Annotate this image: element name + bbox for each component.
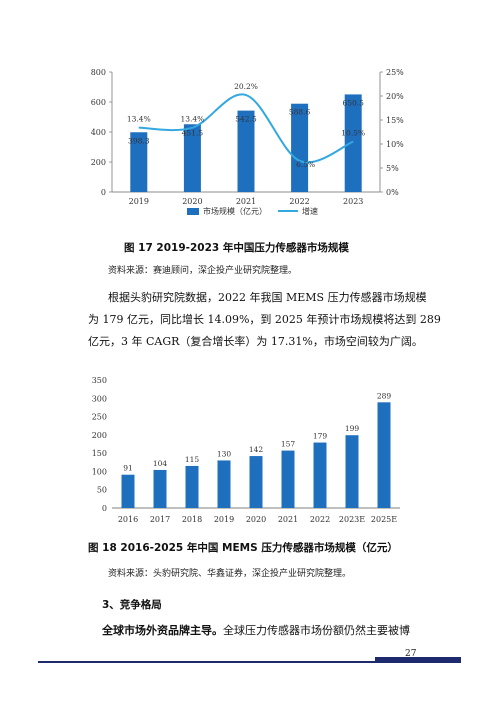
y-tick-label: 0 <box>101 188 106 197</box>
x-tick-label: 2023 <box>343 197 363 206</box>
bar <box>345 435 359 508</box>
x-tick-label: 2022 <box>310 515 330 524</box>
x-tick-label: 2018 <box>182 515 202 524</box>
bar <box>185 465 199 508</box>
x-tick-label: 2022 <box>289 197 309 206</box>
chart-mems-market-size-2016-2025: 0 50 100 150 200 250 300 350 91 2016 104 2017 115 201… <box>92 376 400 524</box>
bar-data-label: 650.5 <box>342 98 364 107</box>
x-tick-label: 2025E <box>371 515 397 524</box>
y-tick-label: 800 <box>91 68 106 77</box>
x-tick-label: 2021 <box>278 515 298 524</box>
y-tick-label: 600 <box>91 98 106 107</box>
x-tick-label: 2016 <box>118 515 138 524</box>
bar-data-label: 142 <box>249 445 264 454</box>
bar-data-label: 199 <box>345 424 360 433</box>
y-tick-label: 100 <box>92 467 107 476</box>
y2-tick-label: 5% <box>386 164 399 173</box>
legend-swatch-bar <box>187 208 199 215</box>
section-rest-text: 全球压力传感器市场份额仍然主要被博 <box>223 624 410 637</box>
bar-data-label: 289 <box>377 391 392 400</box>
y2-tick-label: 20% <box>386 92 404 101</box>
growth-data-label: 6.5% <box>296 160 315 169</box>
y2-tick-label: 15% <box>386 116 404 125</box>
growth-data-label: 10.5% <box>341 129 365 138</box>
body-paragraph: 根据头豹研究院数据，2022 年我国 MEMS 压力传感器市场规模 为 179 … <box>88 287 441 353</box>
bar <box>237 110 255 192</box>
bar-data-label: 398.3 <box>128 136 150 145</box>
figure18-caption: 图 18 2016-2025 年中国 MEMS 压力传感器市场规模（亿元） <box>88 542 398 554</box>
x-tick-label: 2020 <box>182 197 202 206</box>
y-tick-label: 150 <box>92 449 107 458</box>
bar-data-label: 91 <box>123 464 133 473</box>
y-tick-label: 200 <box>92 431 107 440</box>
bar <box>130 132 148 192</box>
bar-data-label: 130 <box>217 449 232 458</box>
bar <box>281 450 295 508</box>
footer-rule <box>38 661 461 663</box>
bar-data-label: 542.5 <box>235 115 257 124</box>
growth-data-label: 13.4% <box>180 115 204 124</box>
y-tick-label: 250 <box>92 413 107 422</box>
bar <box>183 124 201 192</box>
bar-data-label: 451.5 <box>182 128 204 137</box>
y2-tick-label: 25% <box>386 68 404 77</box>
growth-data-label: 20.2% <box>234 82 258 91</box>
y2-tick-label: 0% <box>386 188 399 197</box>
y-tick-label: 0 <box>102 504 107 513</box>
x-tick-label: 2017 <box>150 515 170 524</box>
y-tick-label: 400 <box>91 128 106 137</box>
footer-tab <box>375 657 461 662</box>
bar <box>249 456 263 508</box>
bar <box>291 103 309 192</box>
bar <box>344 94 362 192</box>
bar <box>217 460 231 508</box>
growth-line <box>138 93 354 164</box>
bar <box>153 469 167 508</box>
paragraph-line-2: 为 179 亿元，同比增长 14.09%，到 2025 年预计市场规模将达到 2… <box>88 313 441 326</box>
x-tick-label: 2019 <box>214 515 234 524</box>
bar <box>377 402 391 508</box>
figure18-source: 资料来源：头豹研究院、华鑫证券，深企投产业研究院整理。 <box>108 569 352 579</box>
y-tick-label: 350 <box>92 376 107 385</box>
legend-label-line: 增速 <box>302 206 318 216</box>
section-heading: 3、竞争格局 <box>102 599 162 611</box>
y-tick-label: 300 <box>92 394 107 403</box>
section-first-line: 全球市场外资品牌主导。全球压力传感器市场份额仍然主要被博 <box>102 622 410 638</box>
x-tick-label: 2021 <box>236 197 256 206</box>
paragraph-line-3: 亿元，3 年 CAGR（复合增长率）为 17.31%，市场空间较为广阔。 <box>88 335 423 348</box>
bar-data-label: 179 <box>313 432 328 441</box>
y-tick-label: 200 <box>91 158 106 167</box>
bar-data-label: 115 <box>185 455 200 464</box>
growth-data-label: 13.4% <box>127 115 151 124</box>
figure17-source: 资料来源：赛迪顾问，深企投产业研究院整理。 <box>108 266 298 276</box>
x-tick-label: 2019 <box>129 197 149 206</box>
y-tick-label: 50 <box>97 486 107 495</box>
section-bold-lead: 全球市场外资品牌主导。 <box>102 624 223 637</box>
legend-label-bar: 市场规模（亿元） <box>203 206 267 216</box>
bar-data-label: 104 <box>153 459 168 468</box>
x-tick-label: 2020 <box>246 515 266 524</box>
bar <box>121 474 135 508</box>
bar <box>313 442 327 508</box>
page-number: 27 <box>405 649 417 659</box>
figure17-caption: 图 17 2019-2023 年中国压力传感器市场规模 <box>124 242 349 254</box>
y2-tick-label: 10% <box>386 140 404 149</box>
x-tick-label: 2023E <box>339 515 365 524</box>
bar-data-label: 588.6 <box>289 108 311 117</box>
bar-data-label: 157 <box>281 440 296 449</box>
paragraph-line-1: 根据头豹研究院数据，2022 年我国 MEMS 压力传感器市场规模 <box>108 291 427 304</box>
chart-market-size-2019-2023: 0 200 400 600 800 0% 5% 10% 15% 20% 25% 2019 398.3 20… <box>91 68 404 216</box>
